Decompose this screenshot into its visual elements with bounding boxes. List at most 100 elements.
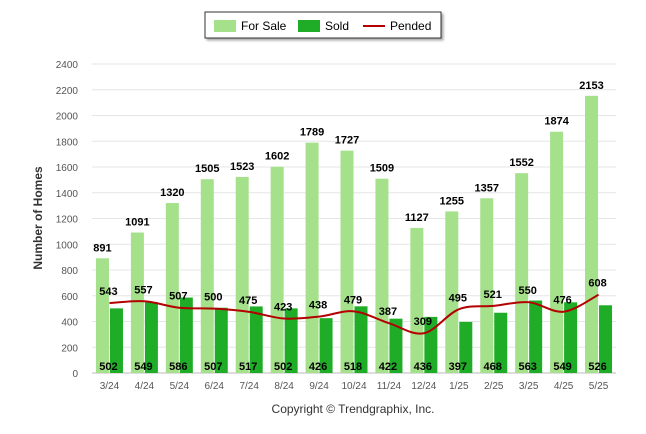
legend-label-sold: Sold — [325, 19, 349, 33]
y-tick-label: 1000 — [56, 240, 79, 251]
sold-value-label: 436 — [414, 361, 432, 373]
pended-line-layer — [109, 293, 600, 335]
bar-sold — [144, 302, 158, 373]
bar-for-sale — [305, 142, 319, 373]
pended-value-label: 608 — [588, 278, 606, 290]
for-sale-value-label: 1320 — [160, 187, 184, 199]
pended-value-label: 438 — [309, 300, 327, 312]
sold-value-label: 422 — [379, 361, 397, 373]
for-sale-value-label: 2153 — [579, 80, 603, 92]
y-tick-label: 2400 — [56, 60, 79, 71]
bar-sold — [389, 318, 403, 373]
bar-for-sale — [165, 203, 179, 373]
sold-value-label: 517 — [239, 361, 257, 373]
for-sale-value-label: 1789 — [300, 127, 324, 139]
for-sale-value-label: 1727 — [335, 135, 359, 147]
sold-value-label: 507 — [204, 361, 222, 373]
for-sale-value-label: 1874 — [544, 116, 569, 128]
x-tick-label: 8/24 — [274, 381, 294, 392]
for-sale-value-label: 1357 — [474, 182, 498, 194]
pended-value-label: 557 — [134, 284, 152, 296]
bar-for-sale — [515, 173, 529, 373]
bar-sold — [599, 305, 613, 373]
x-tick-label: 10/24 — [341, 381, 366, 392]
pended-value-label: 423 — [274, 302, 292, 314]
y-tick-label: 1800 — [56, 137, 79, 148]
bar-for-sale — [375, 178, 389, 373]
bar-sold — [494, 312, 508, 373]
for-sale-value-label: 1523 — [230, 161, 254, 173]
for-sale-value-label: 1505 — [195, 163, 219, 175]
sold-value-label: 549 — [553, 361, 571, 373]
pended-value-label: 495 — [449, 292, 467, 304]
bar-sold — [179, 297, 193, 373]
pended-value-label: 507 — [169, 291, 187, 303]
x-tick-label: 12/24 — [411, 381, 436, 392]
sold-value-label: 549 — [134, 361, 152, 373]
sold-value-label: 502 — [99, 361, 117, 373]
bars — [95, 95, 613, 374]
x-tick-label: 7/24 — [239, 381, 259, 392]
y-tick-label: 600 — [61, 292, 78, 303]
bar-for-sale — [585, 95, 599, 374]
gridlines — [92, 63, 616, 374]
y-tick-label: 0 — [72, 369, 78, 380]
for-sale-value-label: 891 — [93, 242, 111, 254]
pended-value-label: 479 — [344, 294, 362, 306]
pended-value-label: 309 — [414, 316, 432, 328]
y-tick-label: 1400 — [56, 189, 79, 200]
x-tick-label: 5/24 — [170, 381, 190, 392]
x-tick-label: 1/25 — [449, 381, 469, 392]
sold-value-label: 518 — [344, 361, 362, 373]
bar-for-sale — [550, 131, 564, 373]
bar-sold — [284, 308, 298, 373]
y-tick-label: 200 — [61, 343, 78, 354]
pended-value-label: 475 — [239, 295, 257, 307]
sold-value-label: 526 — [588, 361, 606, 373]
bar-sold — [354, 306, 368, 373]
y-tick-label: 2200 — [56, 86, 79, 97]
for-sale-value-label: 1255 — [440, 195, 464, 207]
pended-value-label: 521 — [484, 289, 502, 301]
pended-value-label: 476 — [553, 295, 571, 307]
pended-line — [109, 293, 600, 335]
y-tick-label: 800 — [61, 266, 78, 277]
x-tick-label: 2/25 — [484, 381, 504, 392]
x-tick-label: 6/24 — [205, 381, 225, 392]
x-axis-ticks: 3/24 4/24 5/24 6/24 7/24 8/24 9/24 10/24 11/24 12… — [100, 381, 609, 392]
pended-value-label: 543 — [99, 286, 117, 298]
bar-for-sale — [410, 227, 424, 373]
sold-value-label: 586 — [169, 361, 187, 373]
data-labels: 891 1091 1320 1505 1523 1602 1789 1727 1509 1127 1… — [93, 80, 606, 373]
for-sale-value-label: 1602 — [265, 151, 289, 163]
x-tick-label: 5/25 — [589, 381, 609, 392]
legend-label-for-sale: For Sale — [241, 19, 287, 33]
x-tick-label: 11/24 — [377, 381, 402, 392]
sold-value-label: 563 — [518, 361, 536, 373]
bar-for-sale — [340, 150, 354, 373]
sold-value-label: 397 — [449, 361, 467, 373]
pended-value-label: 500 — [204, 292, 222, 304]
legend-swatch-for-sale — [214, 20, 236, 32]
legend-swatch-sold — [298, 20, 320, 32]
sold-value-label: 502 — [274, 361, 292, 373]
legend-label-pended: Pended — [390, 19, 431, 33]
bar-sold — [249, 306, 263, 373]
for-sale-value-label: 1127 — [405, 212, 429, 224]
x-tick-label: 3/24 — [100, 381, 120, 392]
bar-sold — [214, 307, 228, 373]
x-tick-label: 4/25 — [554, 381, 574, 392]
y-tick-label: 400 — [61, 318, 78, 329]
y-axis-label: Number of Homes — [31, 166, 45, 270]
bar-sold — [529, 300, 543, 373]
x-tick-label: 9/24 — [309, 381, 329, 392]
pended-value-label: 387 — [379, 306, 397, 318]
bar-for-sale — [200, 179, 214, 373]
legend-box — [204, 11, 442, 39]
copyright-text: Copyright © Trendgraphix, Inc. — [272, 402, 435, 416]
y-tick-label: 2000 — [56, 112, 79, 123]
bar-sold — [459, 321, 473, 373]
bar-sold — [109, 308, 123, 373]
